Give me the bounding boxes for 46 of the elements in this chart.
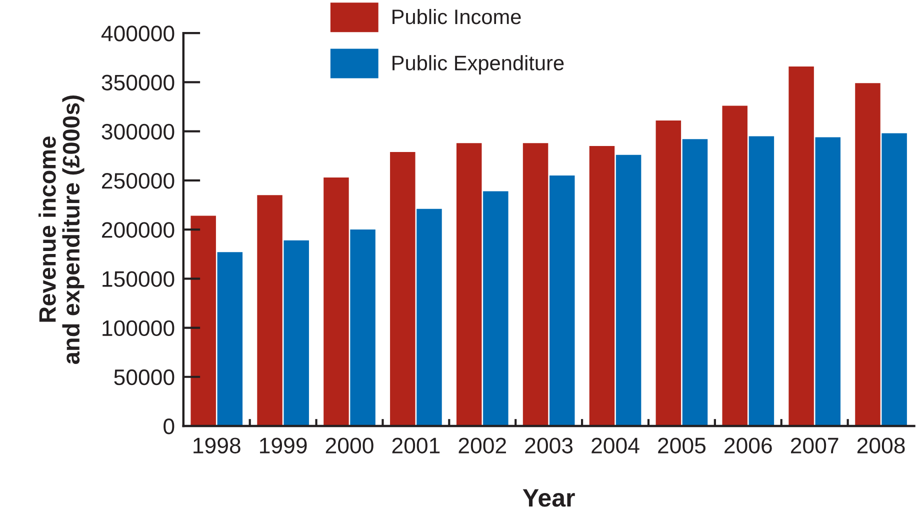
x-tick-label: 2001 — [392, 438, 440, 454]
bar — [549, 176, 575, 426]
bar — [616, 154, 642, 426]
bar — [416, 208, 442, 426]
y-tick-label: 50000 — [114, 369, 174, 386]
y-tick-label: 350000 — [102, 74, 174, 90]
bar — [589, 146, 615, 426]
bar — [855, 83, 880, 426]
x-tick-label: 1998 — [194, 438, 240, 454]
y-tick-label: 300000 — [102, 124, 174, 140]
x-tick-label: 2002 — [458, 438, 506, 454]
y-tick-label: 250000 — [102, 172, 174, 189]
y-tick-label: 100000 — [102, 320, 174, 336]
x-axis-title: Year — [522, 489, 575, 507]
bar — [217, 252, 243, 426]
x-tick-label: 2004 — [592, 438, 640, 454]
bar — [284, 240, 309, 426]
y-tick-label: 200000 — [102, 222, 174, 238]
bar — [483, 191, 508, 426]
x-tick-label: 2008 — [857, 438, 905, 454]
x-tick-label: 2006 — [724, 438, 772, 454]
y-axis-title: Revenue income and expenditure (£000s) — [38, 96, 84, 364]
bar — [190, 216, 216, 426]
x-tick-label: 2005 — [658, 438, 706, 454]
bar — [748, 136, 774, 426]
bar — [522, 143, 548, 426]
bar — [722, 106, 748, 426]
bar — [882, 133, 907, 426]
bar — [350, 230, 376, 426]
bar — [788, 66, 814, 426]
bar — [324, 177, 349, 426]
bar — [815, 137, 840, 426]
bar — [390, 152, 416, 426]
x-tick-label: 2000 — [326, 438, 374, 454]
y-tick-label: 0 — [164, 418, 174, 434]
x-tick-label: 2007 — [790, 438, 838, 454]
legend-label: Public Income — [392, 8, 521, 24]
bar — [656, 120, 682, 426]
bar — [682, 139, 708, 426]
x-tick-label: 1999 — [260, 438, 307, 454]
legend-label: Public Expenditure — [392, 55, 564, 75]
x-tick-label: 2003 — [525, 438, 573, 454]
bar — [257, 195, 282, 426]
bar — [456, 143, 482, 426]
y-tick-label: 400000 — [101, 26, 174, 42]
y-tick-label: 150000 — [102, 271, 174, 287]
